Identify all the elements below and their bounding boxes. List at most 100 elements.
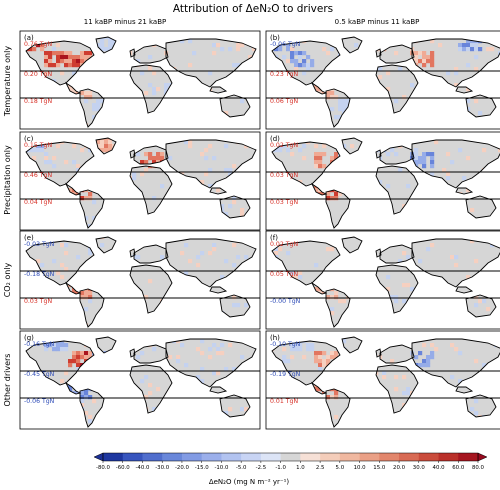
- band-total-3: 0.01 TgN: [270, 398, 298, 405]
- panel-label: (a): [24, 34, 34, 42]
- colorbar-tick-label: 20.0: [393, 465, 406, 471]
- coastline-africa: [129, 64, 173, 114]
- coastline-greenland: [341, 137, 363, 155]
- row-title-other: Other drivers: [3, 354, 12, 407]
- band-total-1: -0.06 TgN: [270, 41, 301, 48]
- colorbar-cell: [438, 453, 459, 461]
- coastline-southeast-asia: [455, 286, 474, 294]
- colorbar-cell: [280, 453, 301, 461]
- band-total-2: -0.19 TgN: [270, 371, 301, 378]
- coastline-uk: [375, 248, 382, 258]
- band-total-3: -0.06 TgN: [24, 398, 55, 405]
- coastline-north-america: [271, 340, 341, 386]
- coastline-greenland: [341, 36, 363, 54]
- band-total-2: 0.23 TgN: [270, 71, 298, 78]
- coastline-south-america: [79, 288, 105, 328]
- colorbar-cell: [201, 453, 222, 461]
- colorbar-cell: [339, 453, 360, 461]
- colorbar-tick-label: 15.0: [373, 465, 386, 471]
- band-total-1: -0.16 TgN: [24, 341, 55, 348]
- coastline-uk: [375, 149, 382, 159]
- coastline-south-america: [325, 288, 351, 328]
- colorbar-cell: [399, 453, 420, 461]
- coastline-asia: [165, 238, 257, 288]
- coastline-greenland: [95, 236, 117, 254]
- band-total-3: 0.06 TgN: [270, 98, 298, 105]
- coastlines: [271, 36, 500, 128]
- colorbar-tick-label: -80.0: [96, 465, 111, 471]
- coastline-europe: [133, 145, 169, 165]
- band-total-2: 0.46 TgN: [24, 172, 52, 179]
- coastline-asia: [165, 338, 257, 388]
- panel-label: (c): [24, 135, 34, 143]
- coastline-southeast-asia: [209, 86, 228, 94]
- coastlines: [271, 236, 500, 328]
- colorbar-tick-label: 5.0: [336, 465, 345, 471]
- coastlines: [25, 236, 257, 328]
- colorbar-cell: [122, 453, 143, 461]
- colorbar-tick-label: -60.0: [116, 465, 131, 471]
- coastline-australia: [219, 195, 251, 219]
- band-total-1: -0.03 TgN: [24, 241, 55, 248]
- band-total-1: 0.15 TgN: [24, 142, 52, 149]
- colorbar-max-arrow: [477, 452, 488, 462]
- colorbar-tick-label: 1.0: [296, 465, 305, 471]
- panel-d: (d)0.02 TgN 0.03 TgN 0.03 TgN: [265, 131, 500, 231]
- coastline-europe: [379, 145, 415, 165]
- coastline-europe: [379, 344, 415, 364]
- band-total-3: 0.03 TgN: [270, 199, 298, 206]
- colorbar-cell: [221, 453, 242, 461]
- coastline-australia: [219, 94, 251, 118]
- coastline-north-america: [271, 40, 341, 86]
- coastline-australia: [219, 294, 251, 318]
- colorbar-tick-label: 40.0: [433, 465, 446, 471]
- colorbar-label: ΔeN₂O (mg N m⁻² yr⁻¹): [209, 478, 290, 486]
- column-title-2: 0.5 kaBP minus 11 kaBP: [335, 18, 420, 26]
- coastline-greenland: [95, 137, 117, 155]
- coastline-north-america: [271, 141, 341, 187]
- colorbar-cell: [300, 453, 321, 461]
- colorbar-cell: [418, 453, 439, 461]
- coastline-asia: [165, 139, 257, 189]
- coastline-africa: [129, 165, 173, 215]
- colorbar-cell: [103, 453, 124, 461]
- band-total-3: -0.00 TgN: [270, 298, 301, 305]
- colorbar-min-arrow: [93, 452, 104, 462]
- coastline-africa: [375, 264, 419, 314]
- coastlines: [25, 137, 257, 229]
- colorbar-cell: [142, 453, 163, 461]
- coastlines: [271, 137, 500, 229]
- band-total-2: 0.03 TgN: [270, 172, 298, 179]
- column-title-1: 11 kaBP minus 21 kaBP: [84, 18, 167, 26]
- coastline-uk: [375, 348, 382, 358]
- band-total-2: 0.20 TgN: [24, 71, 52, 78]
- coastline-southeast-asia: [455, 86, 474, 94]
- colorbar-tick-label: 60.0: [452, 465, 465, 471]
- coastline-south-america: [325, 388, 351, 428]
- band-total-3: 0.18 TgN: [24, 98, 52, 105]
- coastline-uk: [129, 48, 136, 58]
- coastline-southeast-asia: [455, 386, 474, 394]
- coastline-south-america: [325, 189, 351, 229]
- coastline-greenland: [95, 36, 117, 54]
- colorbar-cell: [241, 453, 262, 461]
- coastline-asia: [411, 338, 500, 388]
- coastline-uk: [129, 348, 136, 358]
- colorbar-cell: [181, 453, 202, 461]
- colorbar: -80.0 -60.0 -40.0 -30.0 -20.0 -15.0 -10.0 -5.0 -…: [93, 452, 488, 486]
- colorbar-tick-label: -1.0: [275, 465, 286, 471]
- colorbar-tick-label: -5.0: [236, 465, 247, 471]
- coastlines: [25, 336, 257, 428]
- coastline-europe: [379, 244, 415, 264]
- colorbar-tick-label: -10.0: [214, 465, 229, 471]
- colorbar-tick-label: 2.5: [316, 465, 325, 471]
- coastlines: [271, 336, 500, 428]
- coastline-europe: [133, 344, 169, 364]
- coastline-uk: [129, 149, 136, 159]
- colorbar-cell: [162, 453, 183, 461]
- coastline-southeast-asia: [209, 286, 228, 294]
- panel-f: (f)0.02 TgN 0.05 TgN -0.00 TgN: [265, 230, 500, 330]
- coastline-north-america: [271, 240, 341, 286]
- colorbar-tick-label: -20.0: [175, 465, 190, 471]
